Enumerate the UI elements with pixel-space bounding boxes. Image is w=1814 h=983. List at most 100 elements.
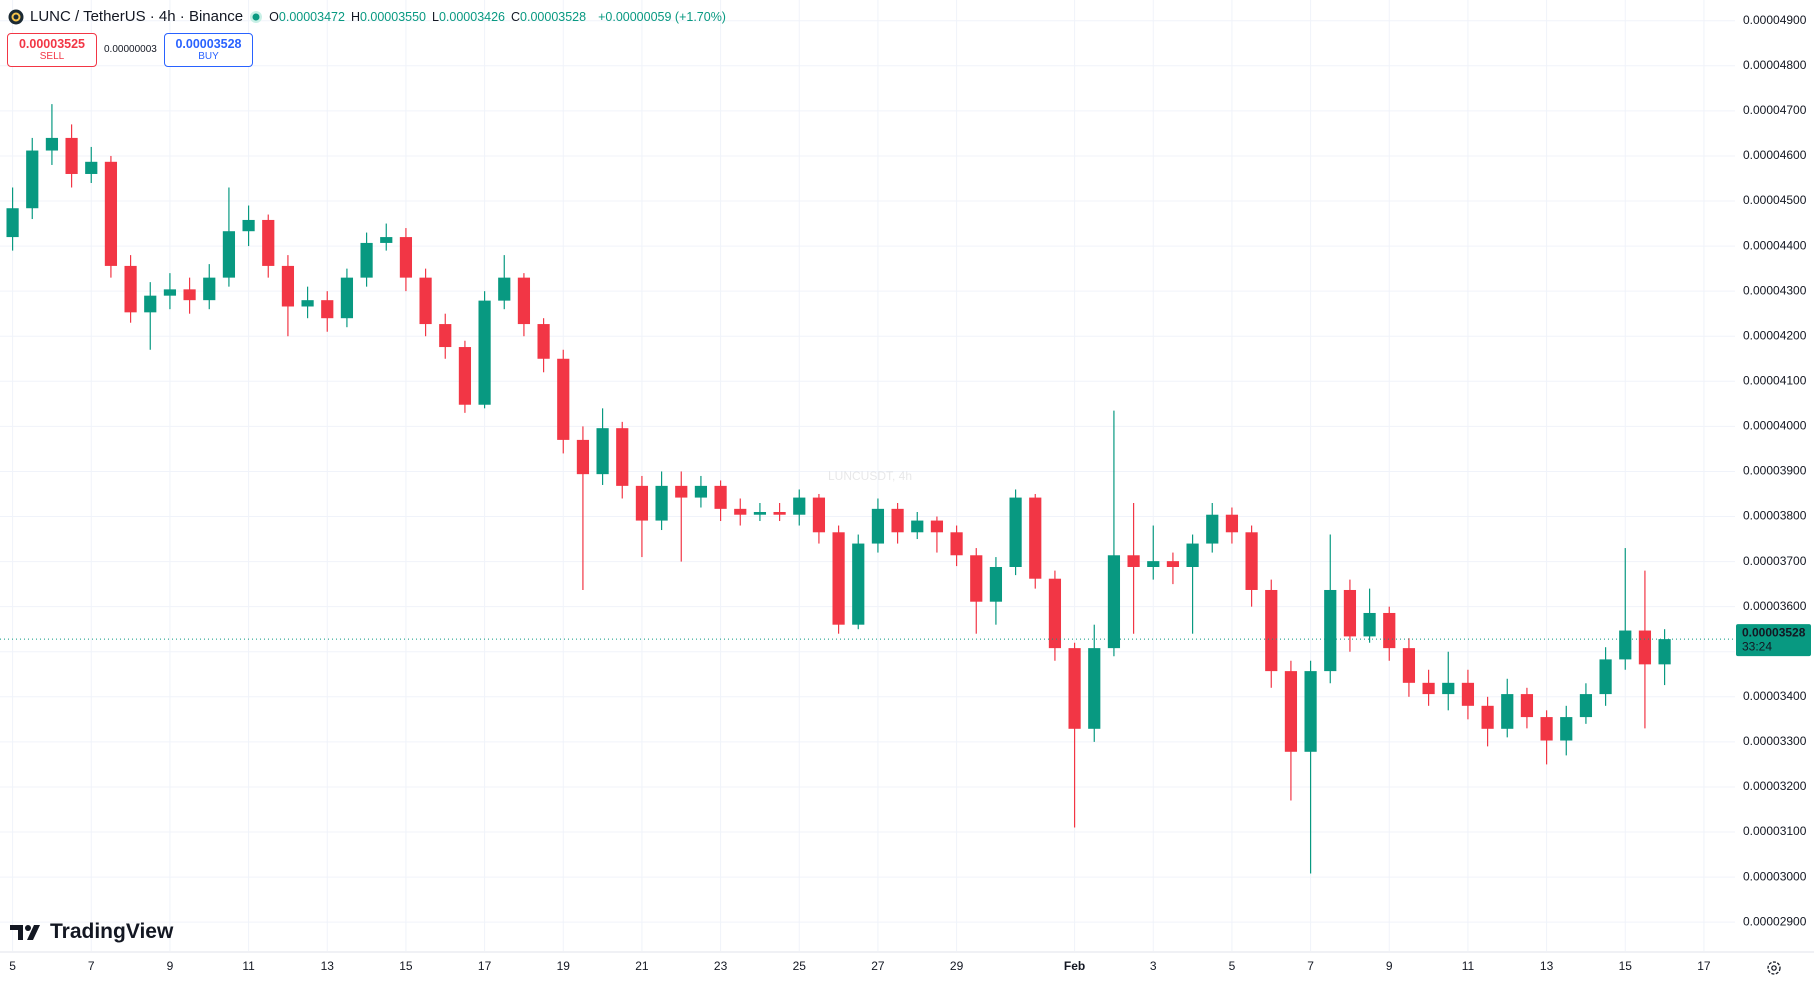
y-tick-label: 0.00003400 (1743, 689, 1807, 703)
candle-body (694, 485, 708, 498)
candle-body (399, 237, 413, 278)
candle-body (930, 520, 944, 533)
candle-body (950, 532, 963, 556)
x-tick-label: 21 (635, 959, 649, 973)
candle-body (852, 543, 865, 625)
y-tick-label: 0.00004900 (1743, 13, 1807, 27)
candle-body (970, 555, 983, 602)
candle-body (1422, 682, 1435, 695)
y-tick-label: 0.00004100 (1743, 373, 1807, 387)
settings-icon[interactable] (1767, 961, 1781, 975)
y-tick-label: 0.00003800 (1743, 509, 1807, 523)
candle-body (6, 208, 19, 238)
x-tick-label: 11 (1462, 959, 1475, 973)
x-tick-label: 23 (714, 959, 728, 973)
y-tick-label: 0.00003900 (1743, 464, 1807, 478)
candle-body (832, 532, 845, 625)
candle-body (714, 485, 727, 509)
x-tick-label: 17 (478, 959, 492, 973)
x-tick-label: 15 (399, 959, 413, 973)
candle-body (1304, 671, 1317, 752)
candle-body (635, 485, 649, 521)
candle-body (1540, 717, 1553, 741)
x-tick-label: 9 (1386, 959, 1393, 973)
candle-body (1383, 612, 1396, 649)
ohlc-value: 0.00003472 (278, 9, 345, 24)
candle-body (1127, 555, 1140, 567)
candle-body (812, 497, 826, 533)
candle-body (793, 497, 806, 515)
y-tick-label: 0.00003200 (1743, 779, 1807, 793)
candle-body (1343, 589, 1357, 637)
y-tick-label: 0.00004200 (1743, 328, 1807, 342)
candle-body (596, 428, 609, 475)
buy-label: BUY (198, 51, 219, 62)
candle-body (517, 277, 531, 325)
candle-body (45, 137, 59, 151)
candle-body (419, 277, 432, 325)
x-tick-label: Feb (1064, 959, 1085, 973)
candle-body (281, 265, 295, 307)
candle-body (1324, 589, 1337, 672)
candle-body (222, 231, 236, 278)
countdown: 33:24 (1742, 639, 1772, 653)
y-tick-label: 0.00004600 (1743, 148, 1807, 162)
candle-body (1206, 514, 1219, 544)
sell-label: SELL (39, 51, 65, 62)
candle-body (537, 324, 550, 359)
y-tick-label: 0.00004500 (1743, 193, 1807, 207)
sell-button[interactable]: 0.00003525 SELL (7, 33, 97, 67)
change: +0.00000059 (+1.70%) (598, 9, 726, 24)
candle-body (1638, 630, 1652, 665)
candle-body (1265, 589, 1278, 672)
ohlc-value: 0.00003550 (359, 9, 427, 24)
y-tick-label: 0.00003000 (1743, 869, 1807, 883)
x-tick-label: 19 (557, 959, 571, 973)
x-tick-label: 11 (242, 959, 255, 973)
ohlc-key: C (511, 9, 521, 24)
symbol-title[interactable]: LUNC / TetherUS · 4h · Binance (30, 8, 244, 25)
candle-body (1166, 561, 1180, 567)
y-tick-label: 0.00003600 (1743, 599, 1807, 613)
ohlc-key: L (432, 9, 439, 24)
candle-body (1186, 543, 1199, 567)
candle-body (989, 566, 1003, 602)
y-tick-label: 0.00003300 (1743, 734, 1807, 748)
y-tick-label: 0.00002900 (1743, 914, 1807, 928)
candle-body (26, 150, 39, 209)
x-tick-label: 15 (1619, 959, 1633, 973)
y-tick-label: 0.00004000 (1743, 419, 1807, 433)
y-tick-label: 0.00003700 (1743, 554, 1807, 568)
brand[interactable]: TradingView (10, 920, 173, 944)
candle-body (1029, 497, 1042, 579)
y-tick-label: 0.00004300 (1743, 283, 1807, 297)
x-tick-label: 5 (1229, 959, 1236, 973)
y-tick-label: 0.00004800 (1743, 58, 1807, 72)
candle-body (321, 300, 334, 319)
ohlc-value: 0.00003426 (438, 9, 506, 24)
candle-body (144, 295, 157, 313)
x-tick-label: 13 (321, 959, 335, 973)
x-tick-label: 29 (950, 959, 964, 973)
candle-body (616, 428, 629, 486)
candle-body (301, 300, 314, 307)
spread: 0.00000003 (104, 44, 157, 55)
x-tick-label: 27 (871, 959, 885, 973)
candle-body (242, 219, 255, 232)
buy-price: 0.00003528 (175, 37, 242, 51)
brand-logo (10, 925, 40, 940)
header: LUNC / TetherUS · 4h · Binance O0.000034… (8, 8, 726, 25)
candle-body (1068, 648, 1081, 729)
candle-body (1599, 659, 1612, 695)
candle-body (1147, 561, 1160, 567)
candle-body (891, 508, 904, 533)
candle-body (1579, 694, 1593, 718)
symbol-logo (8, 9, 24, 24)
candle-body (340, 277, 354, 319)
candle-body (203, 277, 216, 301)
status-dot (250, 10, 263, 23)
buy-button[interactable]: 0.00003528 BUY (164, 33, 253, 67)
candle-body (1658, 639, 1671, 665)
